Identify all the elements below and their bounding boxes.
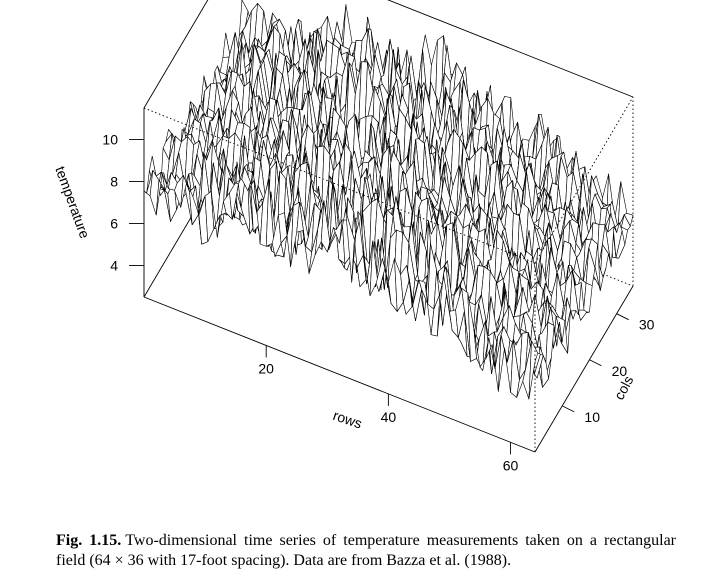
box-edge-hidden <box>534 96 634 264</box>
temperature-surface <box>143 0 634 400</box>
box-edge <box>143 296 536 453</box>
figure-caption: Fig. 1.15. Two-dimensional time series of… <box>56 531 676 571</box>
x-tick-label: 60 <box>503 457 519 473</box>
x-axis-label: rows <box>331 407 364 432</box>
x-tick-label: 20 <box>258 360 274 376</box>
figure-caption-text: Two-dimensional time series of temperatu… <box>56 532 677 569</box>
x-tick-label: 40 <box>381 409 397 425</box>
z-tick-label: 4 <box>110 258 118 274</box>
z-axis-label: temperature <box>52 164 93 241</box>
y-tick <box>616 313 629 321</box>
y-tick <box>562 405 575 413</box>
y-tick <box>589 359 602 367</box>
box-edge <box>387 0 634 98</box>
y-tick-label: 20 <box>612 363 628 379</box>
surface-facet <box>528 340 539 400</box>
box-edge <box>143 0 209 109</box>
y-tick-label: 30 <box>639 317 655 333</box>
z-tick-label: 10 <box>102 132 118 148</box>
z-tick-label: 6 <box>110 216 118 232</box>
z-tick-label: 8 <box>110 174 118 190</box>
surface-facet <box>577 309 588 321</box>
axis-ticks: 4 6 8 10 20 40 60 10 20 30 <box>102 132 654 474</box>
surface-facet <box>342 4 353 50</box>
figure-caption-lead: Fig. 1.15. <box>56 532 122 549</box>
y-tick-label: 10 <box>584 409 600 425</box>
surface-plot-figure: 4 6 8 10 20 40 60 10 20 30 temperature rows cols <box>52 0 655 474</box>
